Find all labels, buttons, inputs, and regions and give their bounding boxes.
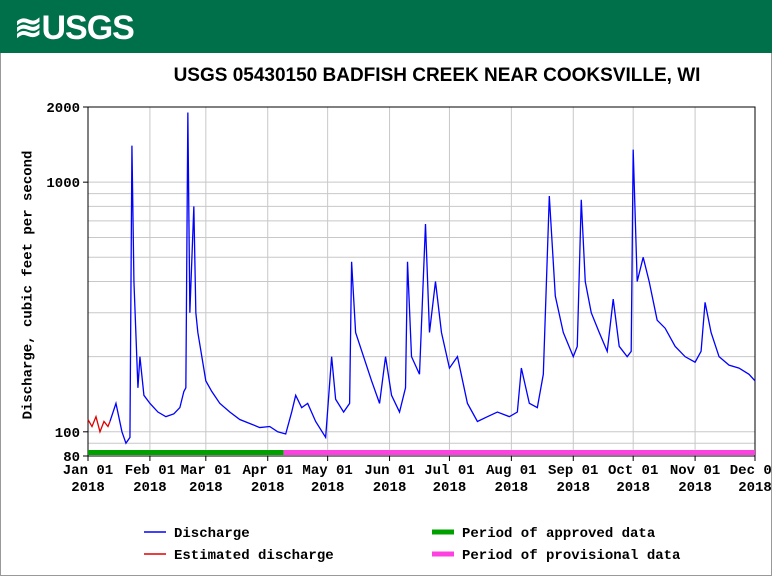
x-tick-label: Oct 01 2018 [607,463,659,496]
x-tick-label: Feb 01 2018 [124,463,176,496]
data-line [87,414,111,434]
x-tick-label: Sep 01 2018 [548,463,599,496]
x-tick-label: Aug 01 2018 [486,463,537,496]
y-tick-label: 80 [63,450,80,466]
x-tick-label: Jun 01 2018 [364,463,415,496]
y-tick-label: 100 [55,426,80,442]
data-line [109,112,756,445]
x-tick-label: May 01 2018 [302,463,353,496]
x-tick-label: Nov 01 2018 [669,463,721,496]
x-tick-label: Apr 01 2018 [242,463,293,496]
plot-frame [87,106,756,457]
y-axis-label: Discharge, cubic feet per second [21,151,37,420]
period-bar [283,450,755,455]
x-tick-label: Jul 01 2018 [424,463,475,496]
y-tick-label: 1000 [46,176,80,192]
legend-label: Period of provisional data [462,548,681,564]
x-tick-label: Mar 01 2018 [180,463,232,496]
y-tick-label: 2000 [46,101,80,117]
chart-title: USGS 05430150 BADFISH CREEK NEAR COOKSVI… [174,65,701,86]
logo: ≋USGS [14,9,135,47]
period-bar [88,450,284,455]
legend-label: Discharge [174,526,250,542]
legend-label: Period of approved data [462,526,656,542]
legend-label: Estimated discharge [174,548,334,564]
x-tick-label: Dec 01 2018 [729,463,772,496]
header: ≋USGS [0,0,772,53]
x-tick-label: Jan 01 2018 [62,463,114,496]
